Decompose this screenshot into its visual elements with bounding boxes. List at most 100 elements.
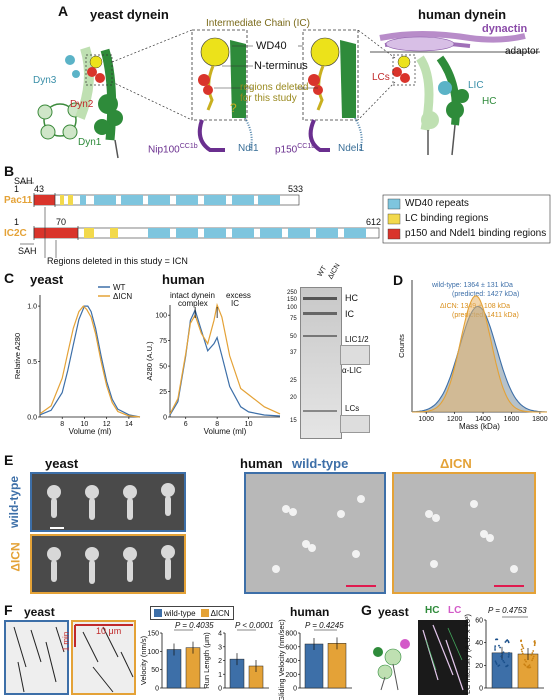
- chart-0-xtick-label-2: 12: [103, 421, 111, 428]
- chart-6-point-0-4: [494, 645, 497, 648]
- chart-6-point-1-21: [524, 664, 527, 667]
- panel-a-yeast-title: yeast dynein: [90, 7, 169, 22]
- chart-1-ytick-label-0: 0: [163, 415, 167, 422]
- chart-6-ytick-label-1: 20: [475, 663, 483, 670]
- chart-6-point-1-23: [520, 643, 523, 646]
- kymograph-icn: [71, 620, 136, 695]
- panel-f-legend: wild-type ΔICN: [150, 606, 234, 620]
- panel-e-yeast-title: yeast: [45, 456, 79, 471]
- chart-6-point-1-27: [532, 650, 535, 652]
- chart-1-series-0-line: [169, 308, 281, 417]
- human-em-icn-image: [394, 474, 534, 592]
- pac11-bar: [33, 194, 300, 206]
- pac11-start: 1: [14, 184, 20, 194]
- pac11-end: 533: [288, 184, 304, 194]
- chart-0-series-0-line: [39, 305, 141, 418]
- chart-4-ytick-label-4: 4: [218, 631, 222, 638]
- chart-6-point-1-9: [525, 660, 527, 663]
- chart-4-bar-0: [229, 658, 245, 689]
- pac11-lc-region-2: [68, 195, 73, 205]
- human-annot-1: intact dynein: [170, 291, 215, 300]
- dynactin-label: dynactin: [482, 23, 528, 35]
- panel-g-lc-label: LC: [448, 605, 462, 616]
- chart-6-point-1-5: [530, 654, 533, 656]
- yeast-class-average-wt: [30, 472, 186, 532]
- chart-5-ytick-label-2: 400: [285, 658, 297, 665]
- svg-text:?: ?: [230, 101, 237, 115]
- ic2c-wd40-4: [232, 228, 254, 238]
- panel-a-human-title: human dynein: [418, 7, 507, 22]
- chart-3-bar-0: [166, 649, 182, 689]
- chart-4-ytick-label-3: 3: [218, 644, 222, 651]
- chart-0-series-1-line: [39, 305, 141, 418]
- mass-wt-text: wild-type: 1364 ± 131 kDa: [432, 282, 513, 289]
- ic2c-end: 612: [366, 217, 382, 227]
- ic2c-wd40-5: [260, 228, 282, 238]
- chart-6-point-1-7: [520, 648, 523, 651]
- chart-1-ytick-label-2: 50: [159, 364, 167, 371]
- chart-3-ytick-label-1: 50: [151, 667, 159, 674]
- panel-e-letter: E: [4, 452, 14, 468]
- gel-band-ic: [303, 312, 337, 315]
- pac11-wd40-8: [258, 195, 280, 205]
- gel-band-ic-label: IC: [345, 309, 354, 319]
- panel-b-letter: B: [4, 163, 15, 179]
- gel-lane-icn: ΔICN: [327, 262, 342, 281]
- human-annot-4: IC: [231, 299, 239, 308]
- lic-blot: [340, 345, 370, 365]
- chart-0-xtick-label-3: 14: [125, 421, 133, 428]
- p150-sup: CC1b: [297, 143, 316, 150]
- pac11-mark: 43: [34, 184, 45, 194]
- chart-6-point-0-0: [508, 651, 510, 654]
- gel-band-hc-label: HC: [345, 293, 358, 303]
- chart-4-ylabel: Run Length (μm): [202, 632, 211, 689]
- chart-6-point-0-21: [498, 664, 501, 667]
- chart-1-ytick-label-1: 25: [159, 389, 167, 396]
- legend-p150: p150 and Ndel1 binding regions: [405, 228, 547, 239]
- p-lc-intensity: P = 0.4753: [488, 606, 527, 615]
- ic2c-bar: [33, 227, 380, 239]
- pac11-wd40-4: [148, 195, 170, 205]
- ndl1-label: Ndl1: [238, 143, 259, 154]
- gel-band-alic-label: α-LIC: [342, 366, 362, 375]
- sds-gel: [300, 287, 342, 439]
- human-em-wt: [244, 472, 386, 594]
- dyn3-label: Dyn3: [33, 75, 57, 86]
- ndel1-label: Ndel1: [338, 143, 365, 154]
- zoom-box-yeast: [191, 29, 248, 121]
- pac11-wd40-6: [204, 195, 226, 205]
- chart-6-point-0-3: [506, 664, 509, 667]
- chart-0-ytick-label-2: 1.0: [27, 304, 37, 311]
- chart-5-ytick-label-4: 800: [285, 631, 297, 638]
- chart-1-xtick-label-0: 6: [184, 421, 188, 428]
- chart-4-bar-1: [248, 665, 264, 689]
- chart-2-xtick-label-3: 1600: [504, 416, 520, 423]
- adaptor-label: adaptor: [505, 46, 539, 57]
- chart-1-series-1-line: [169, 302, 281, 415]
- chart-1-ytick-label-4: 100: [155, 313, 167, 320]
- p-runlength: P < 0.0001: [235, 621, 274, 630]
- ic2c-wd40-6: [288, 228, 310, 238]
- chart-6-point-0-23: [494, 638, 497, 641]
- chart-6-bar-0: [491, 652, 513, 689]
- chart-2-xlabel: Mass (kDa): [459, 422, 500, 431]
- ladder-20: 20: [290, 395, 297, 401]
- chart-0-ylabel: Relative A280: [13, 333, 22, 379]
- chart-1-ylabel: A280 (A.U.): [145, 341, 154, 381]
- chart-6-point-1-3: [532, 655, 535, 658]
- human-annot-2: complex: [178, 299, 208, 308]
- chart-6-point-1-25: [531, 659, 533, 662]
- legend-wt-swatch: [154, 609, 162, 617]
- gel-band-lic-label: LIC1/2: [345, 335, 369, 344]
- chart-6-point-1-19: [533, 640, 536, 642]
- chart-6-point-1-2: [526, 666, 529, 668]
- chart-6-point-0-7: [494, 660, 497, 663]
- nip100-sup: CC1b: [179, 143, 198, 150]
- p150-label: p150CC1b: [275, 143, 315, 155]
- chart-6-point-0-14: [506, 665, 508, 667]
- human-em-wt-image: [246, 474, 384, 592]
- chart-6-point-0-10: [497, 665, 500, 667]
- mass-wt-pred: (predicted: 1427 kDa): [452, 291, 520, 298]
- chart-0-xtick-label-0: 8: [60, 421, 64, 428]
- ic2c-start: 1: [14, 217, 20, 227]
